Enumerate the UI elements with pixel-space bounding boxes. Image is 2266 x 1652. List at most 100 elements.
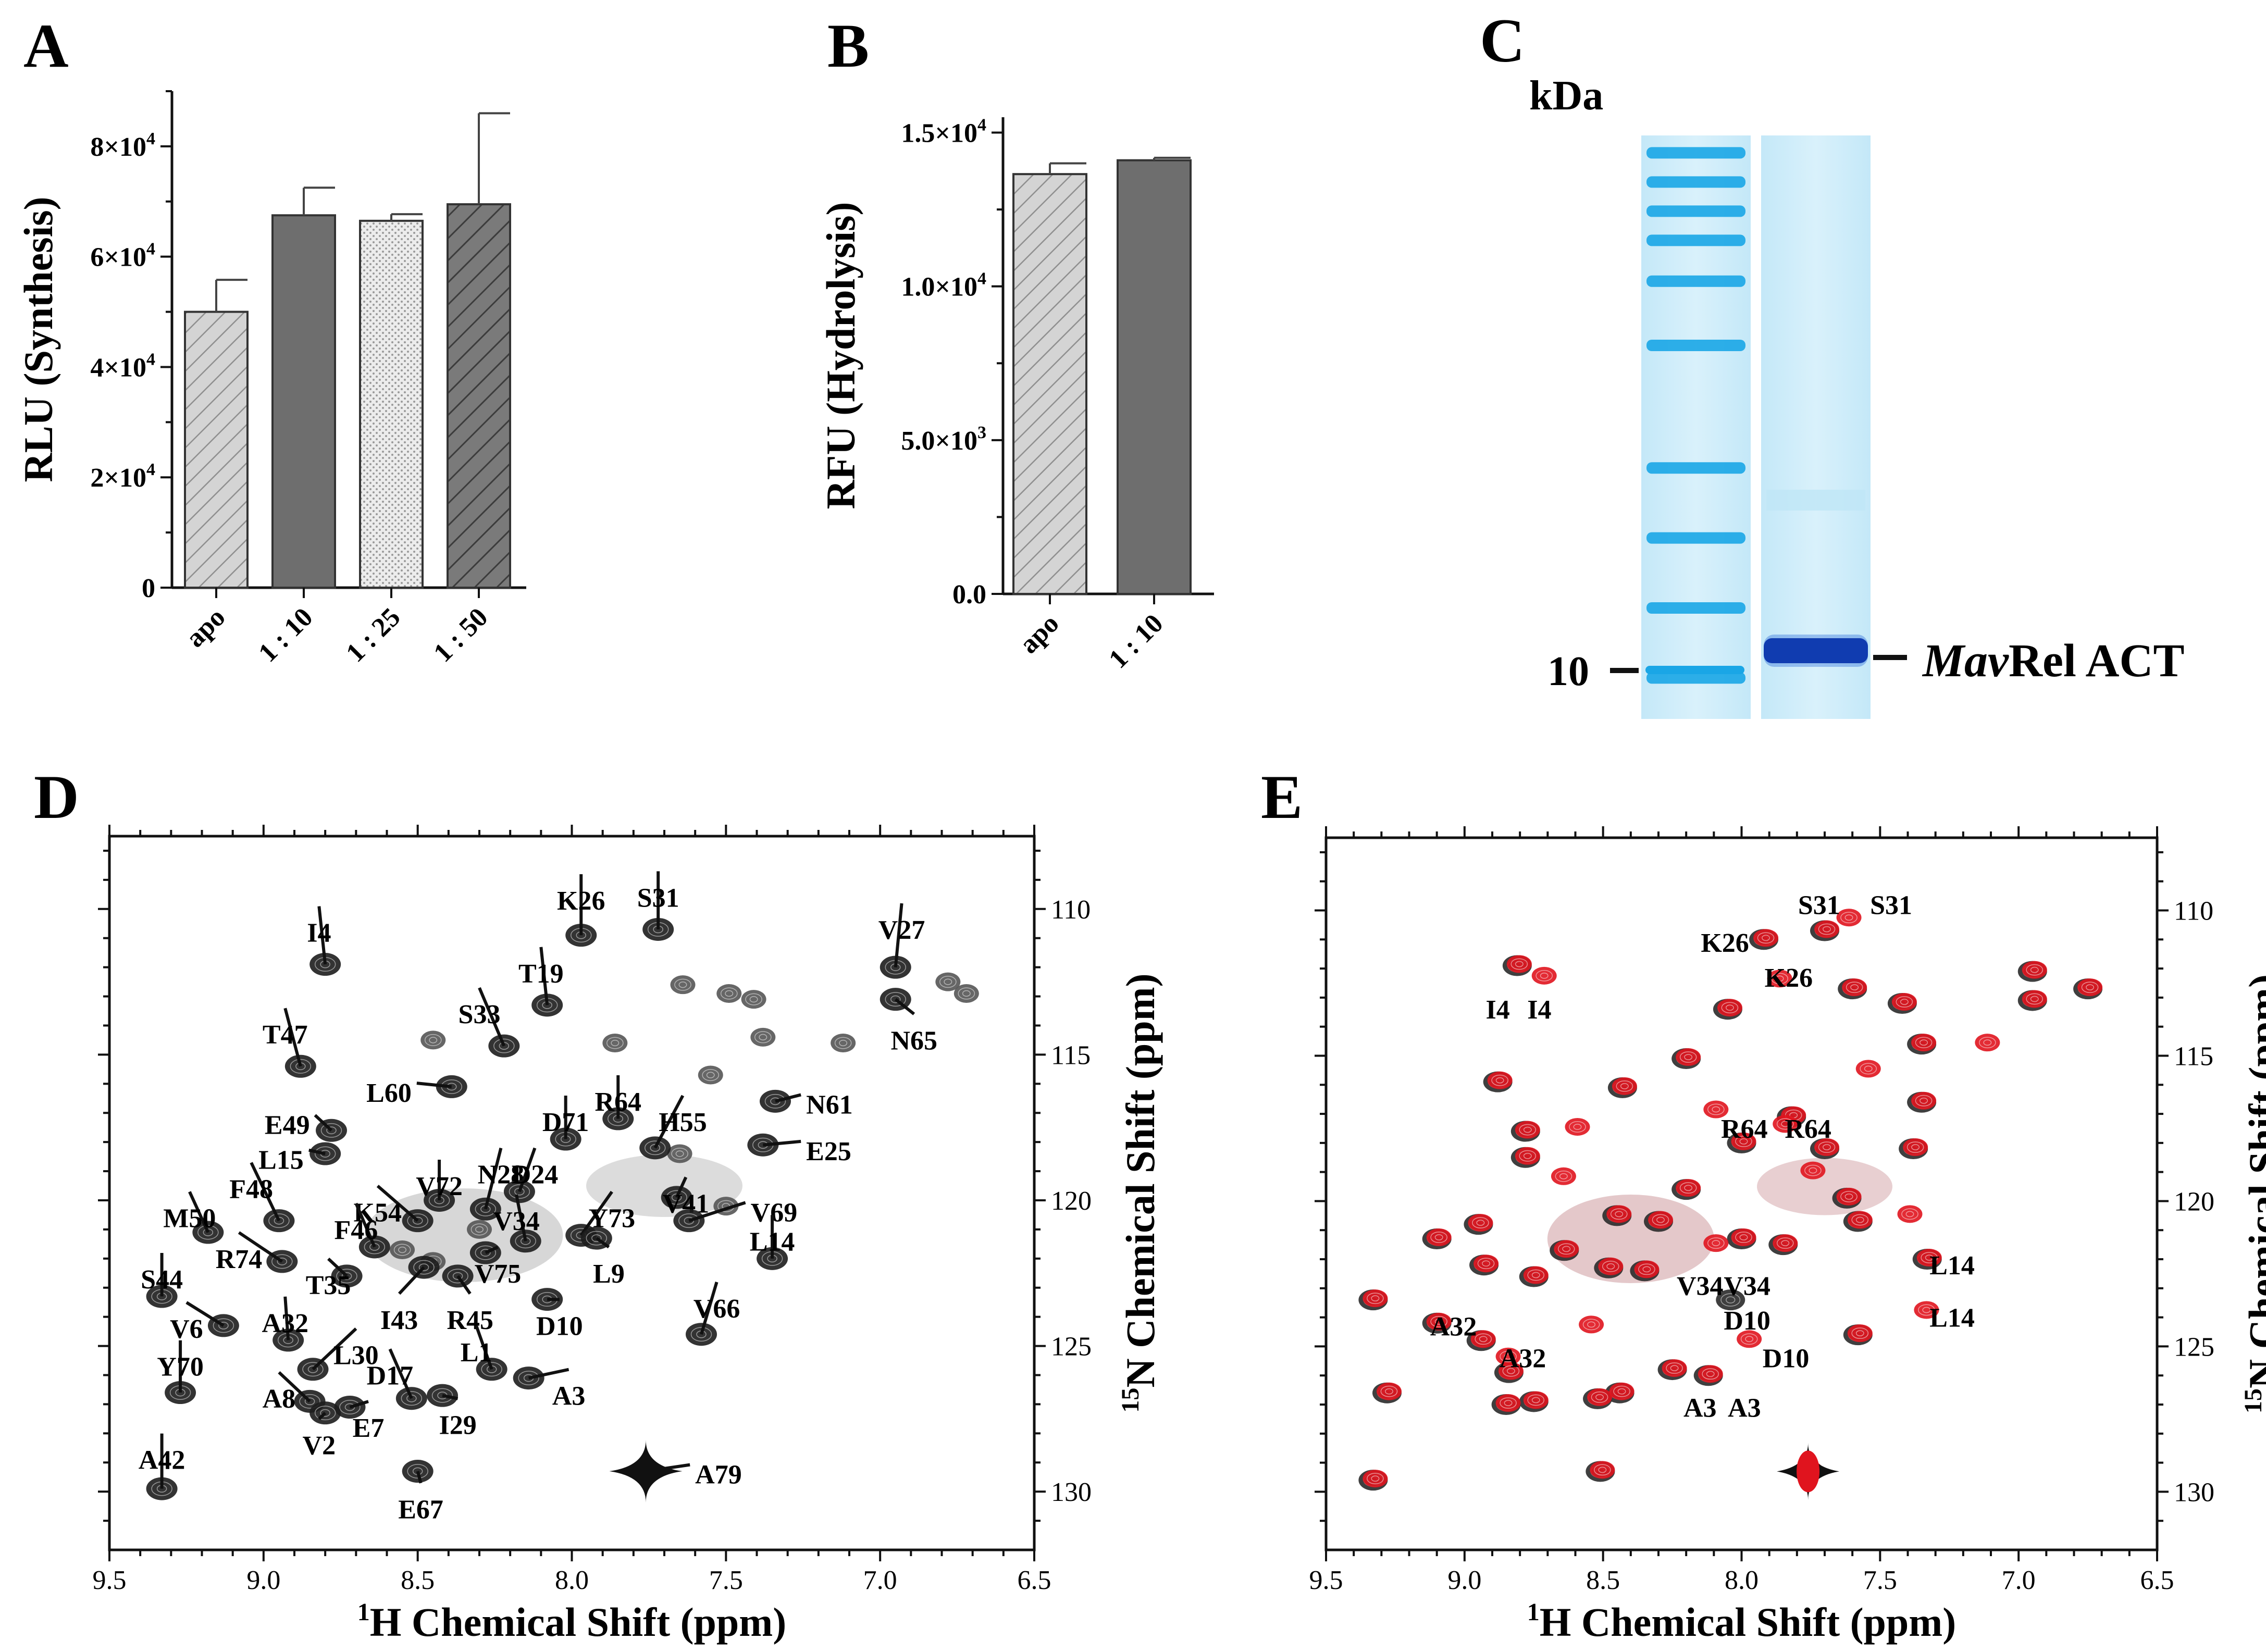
peak-leader xyxy=(442,1394,459,1400)
peak-complex xyxy=(1773,1234,1798,1252)
peak-label: S44 xyxy=(141,1265,183,1295)
peak-complex xyxy=(1737,1330,1762,1348)
peak-label: V34 xyxy=(1677,1271,1724,1301)
peak-complex-body xyxy=(1975,1034,2000,1052)
peak-label: L9 xyxy=(593,1259,625,1289)
peak-unassigned-contour xyxy=(702,1069,720,1082)
peak-label: S31 xyxy=(1798,890,1840,920)
peak-complex-contour xyxy=(1844,1194,1853,1200)
peak-label: V34 xyxy=(493,1207,540,1236)
y-tick-label: 120 xyxy=(1051,1186,1092,1216)
peak-contour xyxy=(218,1322,229,1330)
y-tick-label: 115 xyxy=(2174,1041,2213,1071)
peak-complex-contour xyxy=(1371,1295,1380,1302)
peak-contour xyxy=(418,1263,429,1271)
peak-complex-contour xyxy=(1502,1365,1520,1377)
peak-label: K26 xyxy=(557,886,605,916)
bar xyxy=(447,203,511,589)
ladder-band xyxy=(1646,205,1745,217)
peak-complex-body xyxy=(1495,1347,1521,1365)
ladder-band xyxy=(1646,234,1745,246)
peak-complex xyxy=(1587,1388,1613,1406)
x-axis-label-sup: 1 xyxy=(357,1598,370,1626)
peak-complex-body xyxy=(1737,1330,1762,1348)
peak-unassigned-contour xyxy=(839,1039,848,1047)
peak-leader xyxy=(317,906,327,965)
peak-complex-body xyxy=(1515,1147,1540,1165)
peak-label: D71 xyxy=(542,1108,589,1137)
peak-label: A32 xyxy=(262,1309,308,1338)
x-tick-label: apo xyxy=(1014,608,1065,660)
y-tick-label: 125 xyxy=(1051,1332,1092,1362)
y-tick-label-base: 8×10 xyxy=(90,132,146,162)
bar xyxy=(1012,173,1087,595)
peak-complex-body xyxy=(1814,1138,1839,1157)
peak-leader xyxy=(388,1348,413,1399)
peak-unassigned-contour xyxy=(674,978,691,991)
peak-complex xyxy=(1836,909,1862,927)
peak-label: V69 xyxy=(751,1198,798,1227)
ladder-band xyxy=(1645,666,1744,674)
peak-complex-contour xyxy=(1475,1333,1492,1345)
peak-label: M50 xyxy=(163,1204,216,1234)
peak-unassigned xyxy=(420,1030,446,1050)
peak-label: A3 xyxy=(1683,1394,1717,1423)
peak-complex-contour xyxy=(1851,1327,1869,1339)
y-axis-label: 15N Chemical Shift (ppm) xyxy=(1117,973,1163,1412)
peak-complex-body xyxy=(1515,1121,1540,1139)
peak-complex-body xyxy=(1468,1214,1493,1232)
peak-contour xyxy=(481,1362,502,1377)
x-tick-label: 1 : 10 xyxy=(1103,608,1169,674)
peak-complex-body xyxy=(1523,1391,1549,1409)
peak-unassigned xyxy=(741,990,766,1009)
peak-complex xyxy=(1531,966,1557,985)
peak-leader xyxy=(250,1162,281,1222)
y-tick-label: 1.5×104 xyxy=(901,116,986,148)
peak-leader xyxy=(283,1296,290,1340)
peak-leader xyxy=(775,1093,801,1103)
peak-complex-contour xyxy=(1712,1240,1720,1246)
peak-complex-contour xyxy=(1434,1318,1443,1325)
peak-complex xyxy=(1363,1470,1388,1488)
peak-complex-contour xyxy=(1642,1266,1651,1273)
peak-apo-contour xyxy=(1726,1296,1736,1303)
peak-complex-contour xyxy=(1979,1037,1996,1049)
peak-complex xyxy=(1703,1100,1729,1119)
peak-leader xyxy=(653,1095,685,1149)
peak-unassigned-contour xyxy=(398,1246,407,1253)
x-axis-label: 1H Chemical Shift (ppm) xyxy=(1527,1598,1957,1645)
y-axis-label-sup: 15 xyxy=(1117,1388,1144,1413)
peak-complex xyxy=(1814,920,1839,938)
peak-complex-contour xyxy=(1925,1254,1934,1261)
peak-complex-contour xyxy=(1591,1391,1608,1403)
peak-complex-contour xyxy=(1582,1319,1600,1331)
peak-complex-body xyxy=(1676,1048,1701,1066)
peak-label: R74 xyxy=(216,1245,263,1274)
peak-complex-contour xyxy=(1656,1216,1665,1223)
peak-label: E49 xyxy=(265,1111,310,1140)
peak-complex xyxy=(1648,1211,1673,1229)
peak-contour xyxy=(650,1144,660,1152)
peak-complex-body xyxy=(1731,1228,1756,1246)
peak-complex-contour xyxy=(1725,1004,1734,1011)
peak-complex-body xyxy=(1703,1234,1729,1252)
y-tick-label-exp: 3 xyxy=(977,423,986,442)
peak-complex-contour xyxy=(2081,982,2099,993)
peak-complex xyxy=(1376,1382,1402,1400)
peak-complex-body xyxy=(1598,1257,1624,1275)
peak-label: A42 xyxy=(139,1446,185,1475)
peak-complex-contour xyxy=(1775,975,1784,982)
peak-complex-body xyxy=(2022,961,2047,979)
x-axis-label-text: H Chemical Shift (ppm) xyxy=(370,1599,787,1645)
peak-contour xyxy=(885,992,906,1007)
y-tick-label: 110 xyxy=(2174,896,2213,926)
peak-unassigned-contour xyxy=(429,1037,438,1044)
x-axis-label: 1H Chemical Shift (ppm) xyxy=(357,1598,787,1645)
x-tick-label: 8.5 xyxy=(1586,1566,1620,1595)
peak-complex-contour xyxy=(1781,1240,1790,1246)
peak-complex-contour xyxy=(1818,1141,1836,1153)
peak-complex-body xyxy=(1551,1167,1576,1185)
peak-complex-contour xyxy=(1523,1126,1532,1133)
crowded-region xyxy=(586,1154,742,1218)
